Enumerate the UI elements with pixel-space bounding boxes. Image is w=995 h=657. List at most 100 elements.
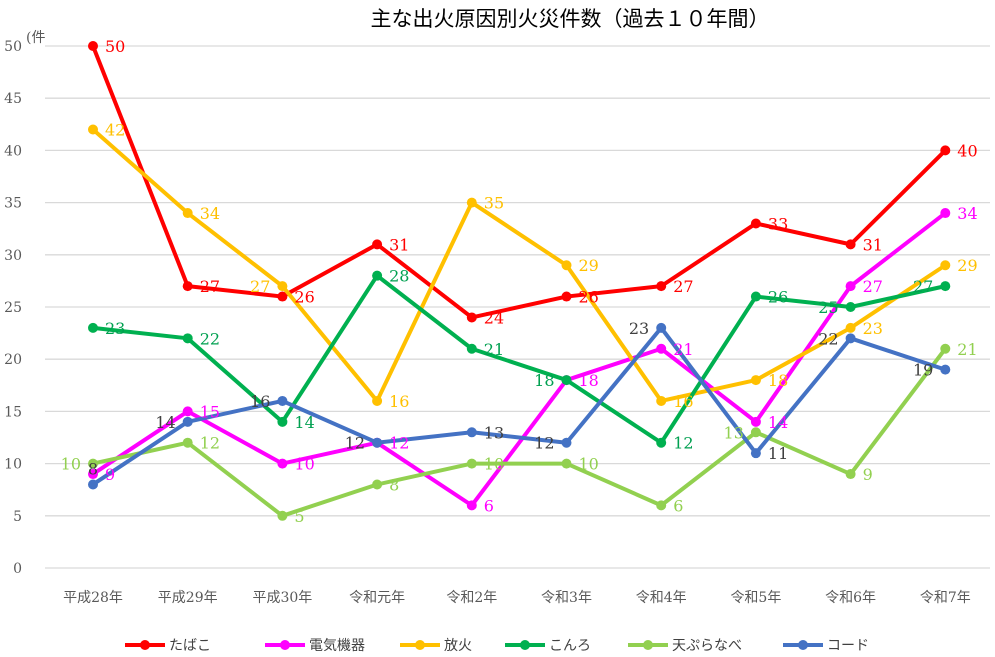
data-point <box>845 333 856 344</box>
data-label: 10 <box>484 455 504 474</box>
data-point <box>182 416 193 427</box>
data-label: 14 <box>768 413 788 432</box>
data-point <box>88 41 98 51</box>
data-label: 21 <box>957 340 977 359</box>
data-point <box>277 281 288 292</box>
data-point <box>88 322 98 333</box>
series-4 <box>88 343 951 521</box>
data-point <box>940 145 951 156</box>
data-label: 21 <box>484 340 504 359</box>
data-label: 12 <box>389 434 409 453</box>
data-label: 27 <box>913 277 933 296</box>
x-tick-label: 令和元年 <box>349 590 405 606</box>
legend-marker <box>280 640 290 650</box>
y-axis-label: (件 <box>26 30 45 46</box>
data-label: 34 <box>200 204 220 223</box>
data-point <box>372 239 383 250</box>
data-label: 16 <box>673 392 693 411</box>
data-point <box>88 479 98 490</box>
data-point <box>466 458 477 469</box>
y-tick-label: 35 <box>4 196 22 212</box>
data-point <box>750 427 761 438</box>
data-label: 6 <box>484 496 494 515</box>
data-point <box>561 260 572 271</box>
data-label: 14 <box>155 413 175 432</box>
legend-entry: 電気機器 <box>309 638 365 654</box>
data-point <box>88 124 98 135</box>
data-point <box>372 270 383 281</box>
data-label: 42 <box>105 121 125 140</box>
series-line <box>92 273 946 445</box>
data-point <box>182 208 193 219</box>
series-2 <box>88 124 951 406</box>
data-point <box>277 291 288 302</box>
data-point <box>750 448 761 459</box>
legend-marker <box>520 640 530 650</box>
data-label: 12 <box>673 434 693 453</box>
data-point <box>466 197 477 208</box>
x-tick-label: 平成30年 <box>252 590 312 606</box>
data-point <box>561 375 572 386</box>
data-point <box>88 469 98 480</box>
data-point <box>656 500 667 511</box>
data-point <box>277 416 288 427</box>
data-label: 15 <box>200 402 220 421</box>
data-label: 8 <box>88 459 98 478</box>
data-label: 26 <box>768 288 788 307</box>
data-point <box>940 343 951 354</box>
data-label: 50 <box>105 37 125 56</box>
data-point <box>277 395 288 406</box>
y-tick-label: 20 <box>4 352 22 368</box>
data-label: 31 <box>389 235 409 254</box>
data-point <box>88 458 98 469</box>
x-tick-label: 令和2年 <box>446 590 497 606</box>
y-tick-label: 30 <box>4 248 22 264</box>
data-label: 11 <box>768 444 788 463</box>
data-label: 27 <box>673 277 693 296</box>
legend-entry: 天ぷらなべ <box>672 638 742 654</box>
data-label: 35 <box>484 194 504 213</box>
data-label: 16 <box>389 392 409 411</box>
legend-entry: コード <box>827 638 869 654</box>
y-tick-label: 5 <box>13 509 22 525</box>
data-point <box>182 333 193 344</box>
data-point <box>845 281 856 292</box>
y-tick-label: 0 <box>13 561 22 577</box>
data-label: 10 <box>579 455 599 474</box>
data-point <box>656 322 667 333</box>
data-label: 23 <box>863 319 883 338</box>
series-line <box>91 45 947 320</box>
data-point <box>750 291 761 302</box>
y-tick-label: 25 <box>4 300 22 316</box>
data-point <box>750 416 761 427</box>
series-3 <box>88 270 951 448</box>
data-point <box>372 479 383 490</box>
data-label: 34 <box>957 204 977 223</box>
data-point <box>656 281 667 292</box>
x-tick-label: 平成29年 <box>158 590 218 606</box>
x-tick-label: 令和7年 <box>920 590 971 606</box>
data-point <box>561 437 572 448</box>
data-label: 16 <box>250 392 270 411</box>
data-label: 13 <box>484 423 504 442</box>
data-label: 28 <box>389 267 409 286</box>
data-point <box>182 281 193 292</box>
x-tick-label: 令和3年 <box>541 590 592 606</box>
data-point <box>656 395 667 406</box>
data-point <box>656 437 667 448</box>
data-label: 26 <box>294 288 314 307</box>
legend-entry: たばこ <box>169 638 211 654</box>
x-tick-label: 令和4年 <box>636 590 687 606</box>
data-label: 29 <box>579 256 599 275</box>
data-point <box>845 322 856 333</box>
data-label: 18 <box>768 371 788 390</box>
data-label: 24 <box>484 308 504 327</box>
series-line <box>91 128 947 403</box>
data-label: 12 <box>534 434 554 453</box>
data-point <box>940 260 951 271</box>
x-tick-label: 令和5年 <box>730 590 781 606</box>
data-label: 9 <box>863 465 873 484</box>
data-point <box>845 239 856 250</box>
series-5 <box>88 322 951 490</box>
y-tick-label: 10 <box>4 457 22 473</box>
